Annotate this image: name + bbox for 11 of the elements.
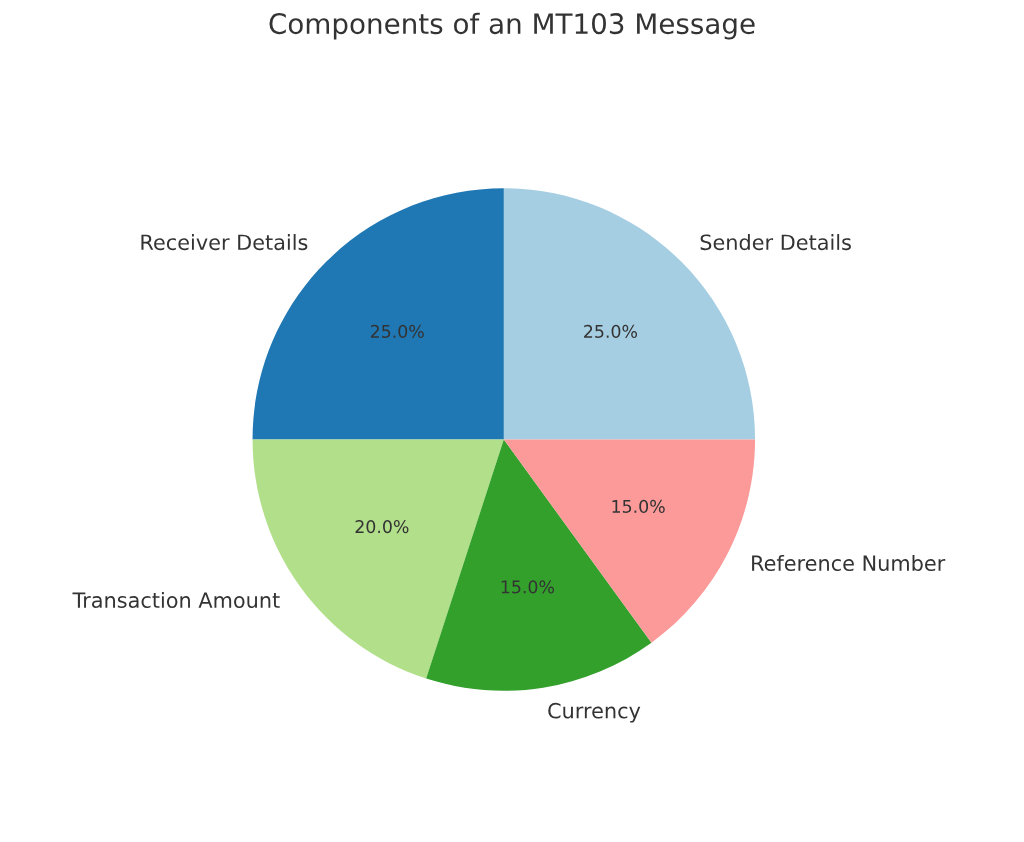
slice-label: Sender Details — [700, 234, 851, 251]
slice-label: Receiver Details — [141, 234, 308, 251]
data-label: 15.0% — [612, 499, 665, 513]
slice-label: Transaction Amount — [72, 591, 280, 609]
chart-title: Components of an MT103 Message — [269, 12, 755, 40]
slice-label: Reference Number — [752, 554, 946, 572]
data-label: 20.0% — [355, 520, 409, 534]
data-label: 15.0% — [501, 580, 555, 594]
slice-label: Currency — [548, 702, 641, 723]
data-label: 25.0% — [370, 324, 424, 338]
data-label: 25.0% — [584, 324, 638, 338]
